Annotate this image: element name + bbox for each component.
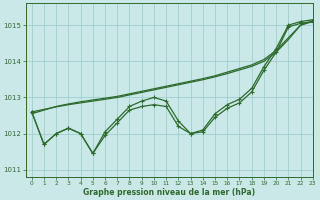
X-axis label: Graphe pression niveau de la mer (hPa): Graphe pression niveau de la mer (hPa) xyxy=(83,188,255,197)
